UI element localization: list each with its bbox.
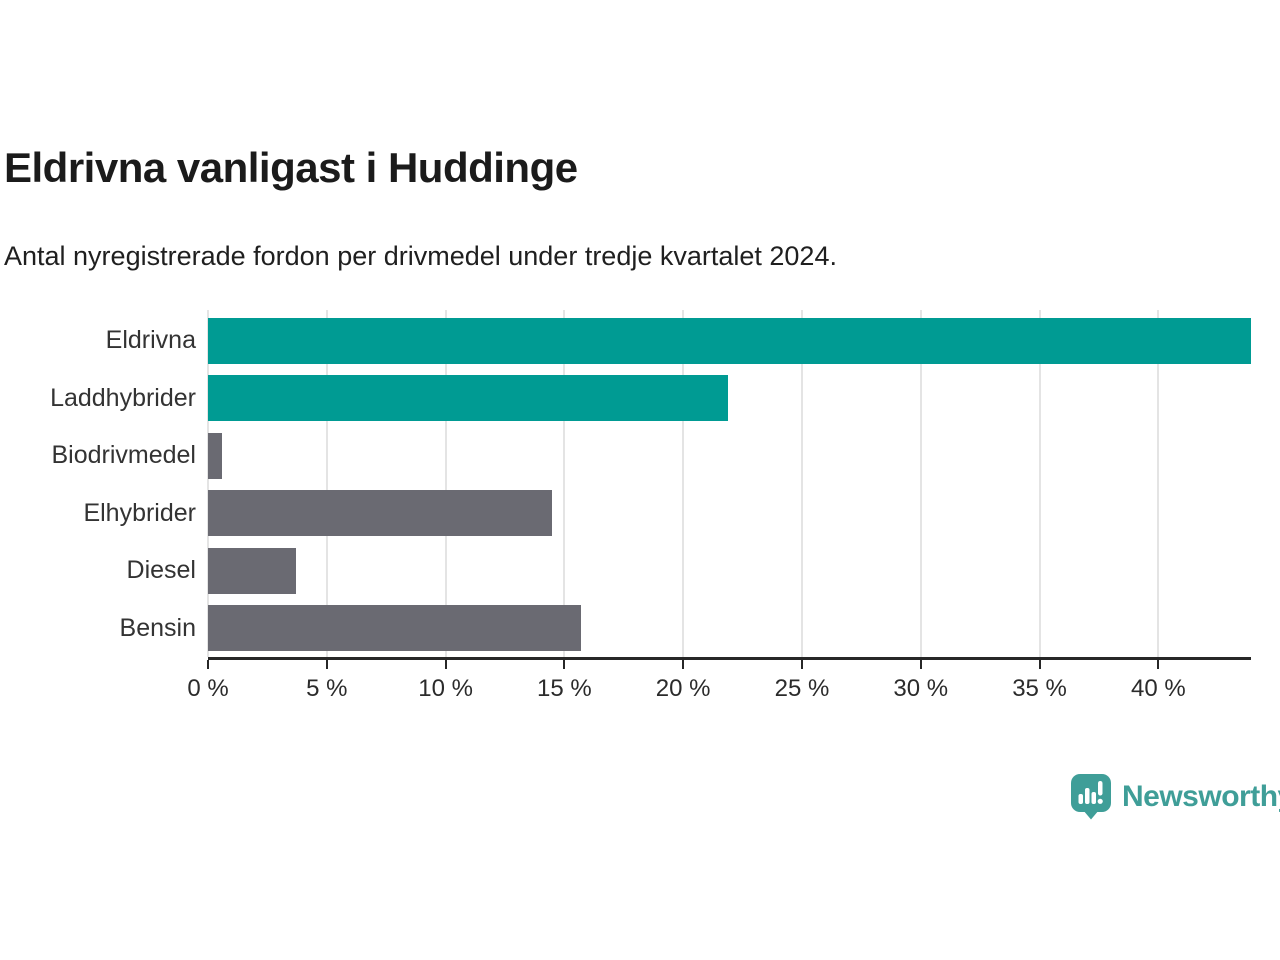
category-label-laddhybrider: Laddhybrider: [50, 383, 196, 412]
bar-chart: Eldrivna Laddhybrider Biodrivmedel Elhybrid…: [0, 310, 1280, 712]
axis-tick-label: 5 %: [306, 675, 348, 702]
axis-tick-label: 40 %: [1130, 675, 1186, 702]
axis-tick-label: 0 %: [187, 675, 229, 702]
axis-tick-label: 30 %: [893, 675, 949, 702]
axis-tick: [1157, 660, 1160, 669]
axis-tick-label: 25 %: [774, 675, 830, 702]
axis-tick: [444, 660, 447, 669]
gridline: [919, 310, 922, 657]
category-label-elhybrider: Elhybrider: [83, 498, 196, 527]
bar-laddhybrider: [208, 375, 729, 422]
bar-biodrivmedel: [208, 432, 223, 479]
speech-bubble-bar-chart-icon: [1070, 773, 1112, 820]
axis-tick: [919, 660, 922, 669]
axis-tick-label: 20 %: [655, 675, 711, 702]
axis-tick-label: 35 %: [1012, 675, 1067, 702]
gridline: [682, 310, 685, 657]
axis-tick: [563, 660, 566, 669]
gridline: [800, 310, 803, 657]
bar-bensin: [208, 605, 581, 652]
chart-title: Eldrivna vanligast i Huddinge: [4, 144, 578, 191]
axis-tick: [800, 660, 803, 669]
axis-tick: [207, 660, 209, 669]
gridline: [444, 310, 447, 657]
gridline: [325, 310, 328, 657]
bar-elhybrider: [208, 490, 553, 537]
category-label-bensin: Bensin: [119, 613, 196, 642]
chart-subtitle: Antal nyregistrerade fordon per drivmede…: [4, 241, 837, 271]
gridline: [1038, 310, 1041, 657]
plot-area: [207, 310, 1251, 660]
category-label-eldrivna: Eldrivna: [105, 326, 196, 355]
newsworthy-wordmark: Newsworthy: [1122, 779, 1280, 813]
category-label-biodrivmedel: Biodrivmedel: [51, 441, 196, 470]
bar-eldrivna: [208, 317, 1251, 364]
gridline: [207, 310, 209, 657]
axis-tick: [325, 660, 328, 669]
category-label-diesel: Diesel: [126, 556, 196, 585]
gridline: [1157, 310, 1160, 657]
axis-tick-label: 10 %: [418, 675, 473, 702]
gridline: [563, 310, 566, 657]
axis-tick: [682, 660, 685, 669]
axis-tick-label: 15 %: [537, 675, 592, 702]
newsworthy-logo: Newsworthy: [1070, 773, 1280, 820]
axis-tick: [1038, 660, 1041, 669]
bar-diesel: [208, 547, 296, 594]
